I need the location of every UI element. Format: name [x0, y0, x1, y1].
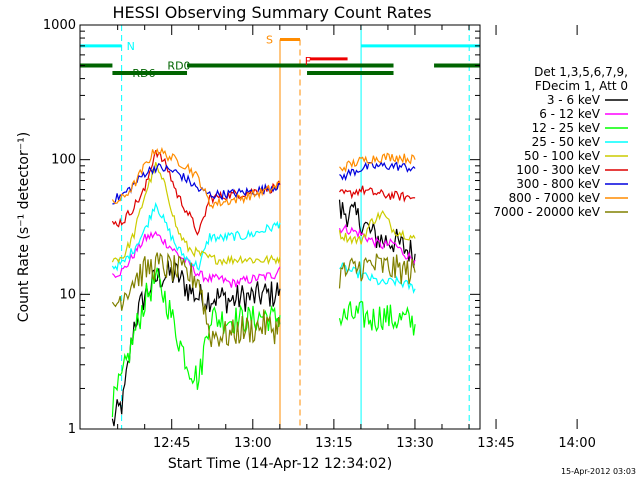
- legend-header-line: Det 1,3,5,6,7,9,: [534, 65, 628, 79]
- chart-title: HESSI Observing Summary Count Rates: [112, 3, 431, 22]
- y-tick-label: 100: [51, 153, 76, 168]
- x-tick-label: 13:45: [477, 436, 514, 451]
- flare_F-label: F: [305, 55, 311, 68]
- legend-entry-label: 7000 - 20000 keV: [493, 205, 600, 219]
- series-line-0-seg-1: [338, 199, 416, 268]
- y-axis-label: Count Rate (s⁻¹ detector⁻¹): [16, 132, 32, 322]
- series-line-5-seg-0: [111, 150, 281, 236]
- series-line-4-seg-1: [338, 209, 416, 246]
- series-line-7-seg-1: [339, 152, 416, 173]
- saa_S-label: S: [266, 34, 273, 47]
- series-line-7-seg-0: [111, 146, 281, 210]
- series-line-2-seg-0: [111, 267, 281, 418]
- series-line-1-seg-0: [111, 230, 281, 288]
- series-lines: [111, 146, 416, 427]
- footer-timestamp: 15-Apr-2012 03:03: [561, 467, 636, 476]
- legend-entry-label: 300 - 800 keV: [516, 177, 600, 191]
- y-tick-label: 10: [59, 287, 76, 302]
- series-line-3-seg-0: [111, 201, 281, 272]
- series-line-2-seg-1: [338, 300, 416, 336]
- legend-entry-label: 3 - 6 keV: [547, 93, 601, 107]
- x-tick-label: 13:15: [315, 436, 352, 451]
- x-tick-label: 14:00: [558, 436, 595, 451]
- x-tick-label: 12:45: [153, 436, 190, 451]
- y-tick-label: 1: [68, 422, 76, 437]
- series-line-5-seg-1: [339, 185, 416, 203]
- series-line-3-seg-1: [339, 262, 416, 294]
- observing-annotations: N S F RD0 RD6: [80, 25, 480, 429]
- legend-entry-label: 50 - 100 keV: [524, 149, 601, 163]
- legend-entry-label: 12 - 25 keV: [532, 121, 601, 135]
- series-line-4-seg-0: [111, 162, 281, 267]
- series-line-1-seg-1: [338, 223, 416, 266]
- series-line-6-seg-1: [339, 160, 416, 182]
- x-tick-label: 13:00: [234, 436, 271, 451]
- night_N-label: N: [127, 40, 135, 53]
- series-line-6-seg-0: [112, 162, 281, 205]
- series-line-0-seg-0: [111, 260, 281, 427]
- legend-entry-label: 6 - 12 keV: [539, 107, 601, 121]
- axes: 1 10 100 1000 12:45 13:00 13:15 13:30 13:45 14:00: [43, 18, 596, 451]
- decimation_RD6-label: RD6: [132, 67, 155, 80]
- legend-entry-label: 800 - 7000 keV: [509, 191, 601, 205]
- legend-entry-label: 100 - 300 keV: [516, 163, 600, 177]
- legend: Det 1,3,5,6,7,9,FDecim 1, Att 03 - 6 keV…: [493, 65, 628, 219]
- series-line-8-seg-0: [111, 252, 281, 348]
- legend-header-line: FDecim 1, Att 0: [535, 79, 628, 93]
- decimation_RD0-label: RD0: [167, 60, 190, 73]
- y-tick-label: 1000: [43, 18, 76, 33]
- x-axis-label: Start Time (14-Apr-12 12:34:02): [168, 456, 392, 472]
- legend-entry-label: 25 - 50 keV: [532, 135, 601, 149]
- series-line-8-seg-1: [338, 253, 416, 289]
- x-tick-label: 13:30: [396, 436, 433, 451]
